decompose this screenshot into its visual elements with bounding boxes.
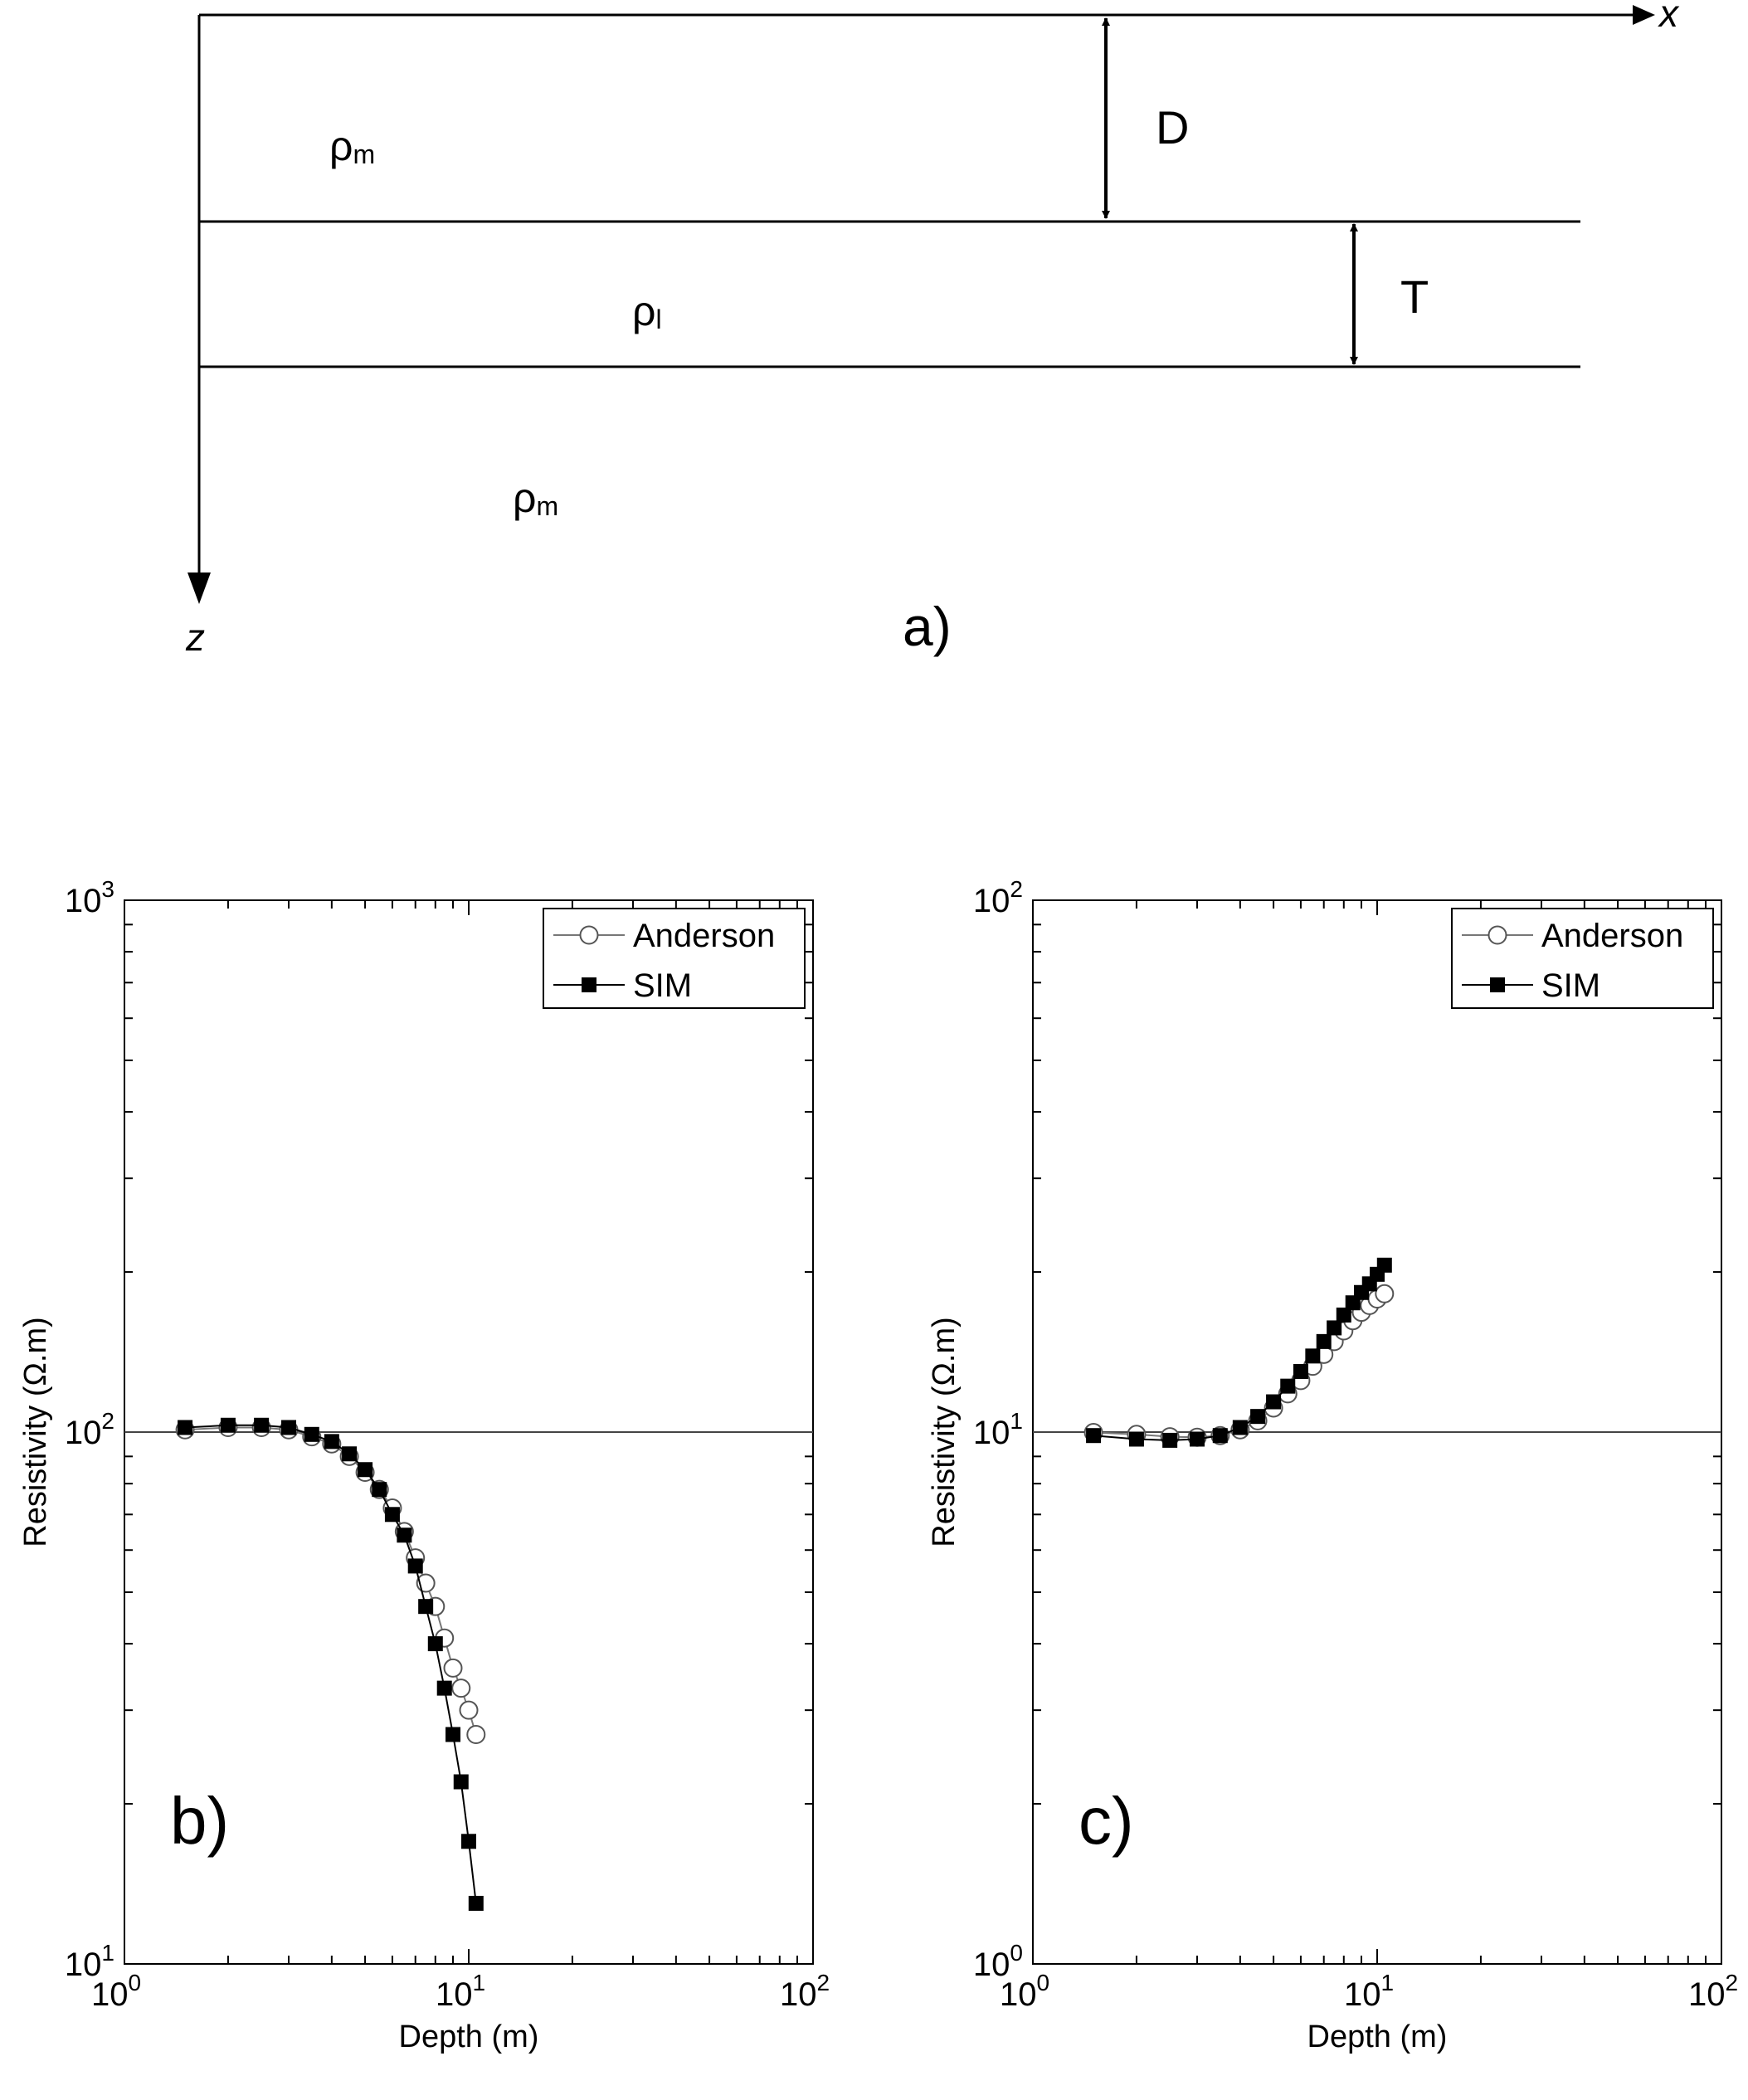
x-tick-label: 101 <box>1344 1970 1394 2013</box>
data-point-sim <box>324 1434 339 1450</box>
depth-D-label: D <box>1156 101 1189 153</box>
x-axis-title: Depth (m) <box>1307 2020 1448 2054</box>
data-point-sim <box>397 1527 412 1543</box>
data-point-anderson <box>1375 1284 1395 1303</box>
legend-label-anderson: Anderson <box>633 918 775 954</box>
data-point-sim <box>342 1446 358 1462</box>
data-point-sim <box>254 1417 270 1433</box>
data-point-sim <box>446 1727 461 1742</box>
z-axis-label: z <box>185 616 205 659</box>
data-point-sim <box>1293 1363 1308 1379</box>
data-point-anderson <box>451 1679 471 1698</box>
data-point-sim <box>1316 1333 1332 1349</box>
data-point-sim <box>1266 1394 1282 1410</box>
data-point-sim <box>461 1834 476 1849</box>
series-line-sim <box>1093 1264 1385 1441</box>
y-tick-label: 102 <box>973 876 1023 919</box>
x-axis-arrowhead <box>1633 5 1655 25</box>
data-point-sim <box>1190 1431 1205 1447</box>
data-point-sim <box>281 1420 297 1435</box>
x-tick-label: 102 <box>1688 1970 1738 2013</box>
y-tick-label: 101 <box>973 1408 1023 1451</box>
data-point-sim <box>453 1774 469 1790</box>
x-tick-label: 100 <box>91 1970 141 2013</box>
data-point-sim <box>468 1895 484 1911</box>
x-tick-label: 101 <box>436 1970 485 2013</box>
y-tick-label: 100 <box>973 1940 1023 1983</box>
legend-marker-anderson <box>579 925 599 945</box>
data-point-anderson <box>466 1724 486 1744</box>
data-point-sim <box>384 1507 400 1523</box>
panel-a-label: a) <box>903 596 952 657</box>
panel-label: b) <box>170 1784 229 1858</box>
x-axis-title: Depth (m) <box>399 2020 539 2054</box>
legend-marker-sim <box>1490 977 1505 992</box>
data-point-sim <box>358 1462 373 1478</box>
chart-panel-c: 100 101 102 100 101 102 Depth (m) Resistivity (… <box>927 876 1738 2054</box>
thickness-T-label: T <box>1400 270 1429 323</box>
data-point-sim <box>1305 1348 1321 1364</box>
y-axis-title: Resistivity (Ω.m) <box>927 1317 962 1547</box>
data-point-sim <box>1128 1431 1144 1447</box>
data-point-sim <box>427 1636 443 1652</box>
x-axis-label: x <box>1658 0 1680 35</box>
data-point-sim <box>372 1482 387 1498</box>
data-point-anderson <box>443 1658 463 1678</box>
y-tick-label: 101 <box>65 1940 114 1983</box>
legend-label-sim: SIM <box>633 967 692 1004</box>
data-point-sim <box>1250 1409 1266 1425</box>
y-tick-label: 102 <box>65 1408 114 1451</box>
legend-marker-anderson <box>1488 925 1507 945</box>
y-tick-label: 103 <box>65 876 114 919</box>
data-point-sim <box>407 1558 423 1574</box>
data-point-sim <box>1376 1257 1392 1273</box>
data-point-sim <box>418 1599 434 1615</box>
bottom-layer-resistivity: ρm <box>513 475 558 521</box>
data-point-sim <box>1162 1432 1178 1448</box>
data-point-sim <box>436 1680 452 1696</box>
data-point-sim <box>1280 1378 1296 1394</box>
layer-model-schematic: x z D T ρm ρl ρm a) <box>185 0 1680 659</box>
z-axis-arrowhead <box>187 573 211 604</box>
x-tick-label: 102 <box>780 1970 830 2013</box>
data-point-sim <box>1212 1428 1228 1444</box>
y-axis-title: Resistivity (Ω.m) <box>18 1317 53 1547</box>
data-point-sim <box>304 1426 319 1442</box>
data-point-sim <box>220 1417 236 1433</box>
legend-marker-sim <box>582 977 596 992</box>
data-point-sim <box>1232 1420 1248 1435</box>
top-layer-resistivity: ρm <box>329 123 375 169</box>
data-point-sim <box>1086 1428 1102 1444</box>
legend-label-sim: SIM <box>1541 967 1600 1004</box>
legend-label-anderson: Anderson <box>1541 918 1683 954</box>
data-point-anderson <box>459 1700 479 1720</box>
data-point-sim <box>178 1420 193 1435</box>
x-tick-label: 100 <box>1000 1970 1049 2013</box>
data-point-sim <box>1336 1307 1351 1323</box>
middle-layer-resistivity: ρl <box>632 288 662 334</box>
data-point-sim <box>1327 1320 1342 1336</box>
panel-label: c) <box>1079 1784 1134 1858</box>
